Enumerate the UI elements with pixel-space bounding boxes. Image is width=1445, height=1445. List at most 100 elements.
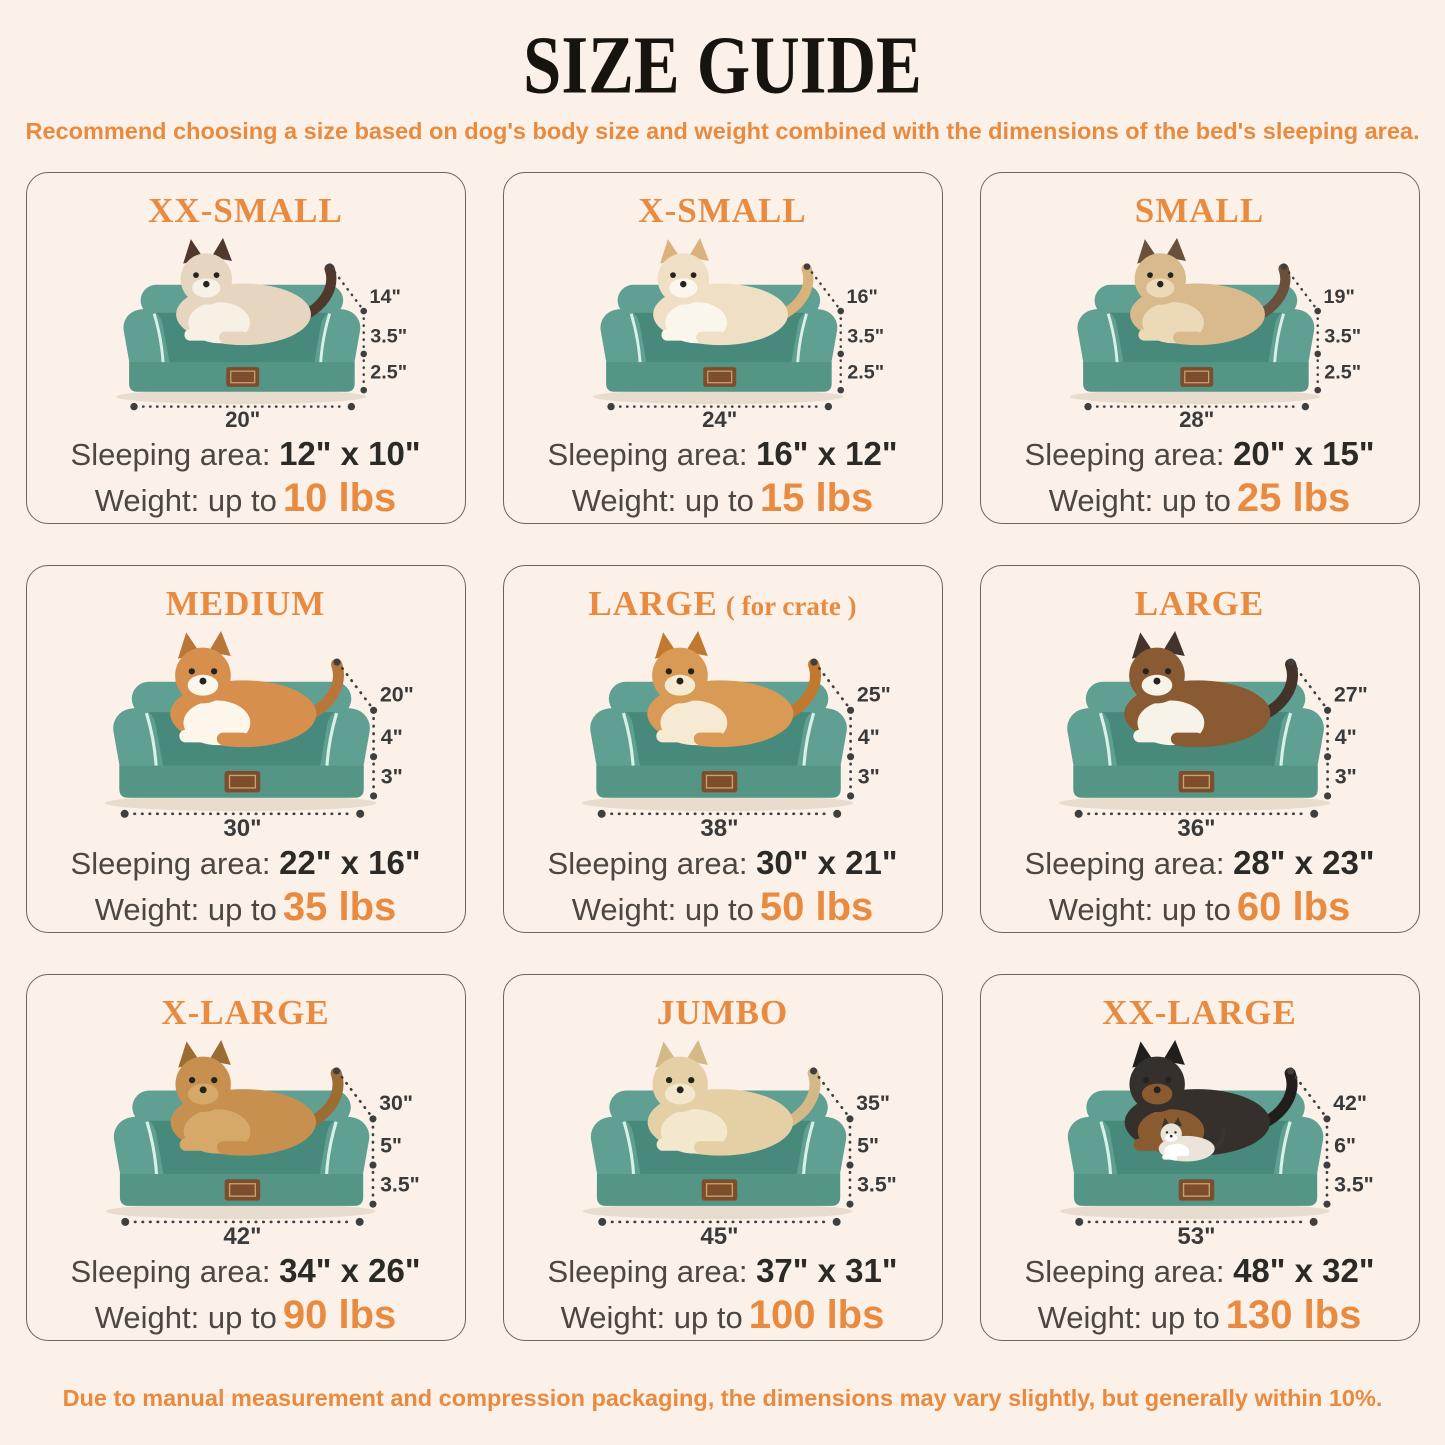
page-title: SIZE GUIDE	[523, 18, 922, 111]
weight-line: Weight: up to 100 lbs	[561, 1293, 885, 1340]
dim-label-width: 20"	[225, 407, 260, 428]
bed-illustration-rottweiler: 42" 6" 3.5" 53"	[987, 1039, 1374, 1245]
bed-illustration-corgi: 20" 4" 3" 30"	[33, 630, 413, 837]
dim-label-upper: 4"	[1334, 725, 1356, 749]
size-card-large-for-crate: LARGE( for crate ) 25" 4" 3" 38" Sleepin…	[502, 565, 943, 933]
size-title: X-LARGE	[161, 993, 329, 1035]
bed-illustration-puppy: 16" 3.5" 2.5" 24"	[510, 237, 884, 428]
dim-label-diagonal: 30"	[379, 1091, 413, 1115]
sleeping-area-line: Sleeping area: 22" x 16"	[71, 844, 421, 883]
size-title: XX-LARGE	[1102, 993, 1297, 1035]
dim-label-diagonal: 16"	[846, 286, 877, 308]
bed-illustration-shiba: 25" 4" 3" 38"	[510, 630, 890, 837]
sleeping-area-line: Sleeping area: 48" x 32"	[1025, 1252, 1375, 1291]
sleeping-area-line: Sleeping area: 34" x 26"	[71, 1252, 421, 1291]
dim-label-lower: 3.5"	[380, 1173, 420, 1197]
sleeping-area-label: Sleeping area:	[547, 437, 748, 472]
weight-label: Weight: up to	[560, 1300, 743, 1335]
size-card-medium: MEDIUM 20" 4" 3" 30" Sleeping area: 22" …	[25, 565, 466, 933]
weight-label: Weight: up to	[94, 892, 277, 927]
weight-value: 35 lbs	[282, 885, 397, 929]
size-grid: XX-SMALL 14" 3.5" 2.5" 20" Sleeping area…	[0, 172, 1445, 1341]
dim-label-lower: 2.5"	[1324, 362, 1361, 384]
sleeping-area-line: Sleeping area: 30" x 21"	[548, 844, 898, 883]
weight-value: 10 lbs	[282, 476, 397, 520]
size-title-text: SMALL	[1134, 191, 1265, 230]
dim-label-width: 30"	[223, 815, 261, 837]
dim-label-diagonal: 25"	[856, 682, 890, 706]
weight-value: 130 lbs	[1225, 1293, 1362, 1337]
dim-label-lower: 3"	[380, 764, 402, 788]
size-card-xx-large: XX-LARGE 42" 6" 3.5" 53" Sleeping area: …	[979, 974, 1420, 1341]
dim-label-upper: 4"	[380, 725, 402, 749]
dim-label-upper: 5"	[380, 1134, 402, 1158]
weight-line: Weight: up to 15 lbs	[572, 476, 874, 523]
dim-label-diagonal: 14"	[369, 286, 400, 308]
dim-label-diagonal: 27"	[1333, 682, 1367, 706]
sleeping-area-line: Sleeping area: 20" x 15"	[1025, 435, 1375, 474]
sleeping-area-value: 37" x 31"	[756, 1252, 898, 1289]
sleeping-area-line: Sleeping area: 37" x 31"	[548, 1252, 898, 1291]
weight-label: Weight: up to	[94, 483, 277, 518]
dim-label-lower: 3"	[857, 764, 879, 788]
bed-illustration-labrador: 35" 5" 3.5" 45"	[510, 1039, 897, 1245]
size-title-text: X-LARGE	[161, 993, 330, 1032]
weight-line: Weight: up to 35 lbs	[95, 885, 397, 932]
dim-label-width: 38"	[700, 815, 738, 837]
sleeping-area-value: 16" x 12"	[756, 435, 898, 472]
sleeping-area-line: Sleeping area: 16" x 12"	[548, 435, 898, 474]
sleeping-area-label: Sleeping area:	[70, 846, 271, 881]
sleeping-area-label: Sleeping area:	[70, 437, 271, 472]
size-title-text: LARGE	[588, 584, 718, 623]
dim-label-width: 28"	[1179, 407, 1214, 428]
size-title: LARGE	[1135, 584, 1264, 626]
bed-illustration-border-collie: 27" 4" 3" 36"	[987, 630, 1367, 837]
weight-line: Weight: up to 60 lbs	[1049, 885, 1351, 932]
dim-label-lower: 3.5"	[857, 1173, 897, 1197]
weight-line: Weight: up to 10 lbs	[95, 476, 397, 523]
weight-value: 25 lbs	[1236, 476, 1351, 520]
size-title: MEDIUM	[166, 584, 326, 626]
sleeping-area-value: 30" x 21"	[756, 844, 898, 881]
sleeping-area-line: Sleeping area: 28" x 23"	[1025, 844, 1375, 883]
weight-label: Weight: up to	[1037, 1300, 1220, 1335]
weight-label: Weight: up to	[94, 1300, 277, 1335]
sleeping-area-value: 22" x 16"	[279, 844, 421, 881]
size-title: X-SMALL	[638, 191, 806, 233]
size-title-text: XX-LARGE	[1102, 993, 1297, 1032]
weight-label: Weight: up to	[571, 892, 754, 927]
size-title-text: JUMBO	[656, 993, 789, 1032]
size-card-small: SMALL 19" 3.5" 2.5" 28" Sleeping area: 2…	[979, 172, 1420, 524]
dim-label-lower: 2.5"	[847, 362, 884, 384]
sleeping-area-value: 48" x 32"	[1233, 1252, 1375, 1289]
size-title-suffix: ( for crate )	[725, 591, 857, 621]
dim-label-diagonal: 35"	[856, 1091, 890, 1115]
weight-line: Weight: up to 25 lbs	[1049, 476, 1351, 523]
sleeping-area-label: Sleeping area:	[70, 1254, 271, 1289]
dim-label-width: 45"	[700, 1223, 738, 1245]
size-card-x-large: X-LARGE 30" 5" 3.5" 42" Sleeping area: 3…	[25, 974, 466, 1341]
dim-label-upper: 3.5"	[370, 325, 407, 347]
page-header: SIZE GUIDE Recommend choosing a size bas…	[0, 0, 1445, 146]
size-title-text: LARGE	[1134, 584, 1265, 623]
size-title: LARGE( for crate )	[588, 584, 856, 626]
weight-value: 90 lbs	[282, 1293, 397, 1337]
weight-line: Weight: up to 130 lbs	[1038, 1293, 1362, 1340]
sleeping-area-label: Sleeping area:	[547, 1254, 748, 1289]
dim-label-width: 53"	[1177, 1223, 1215, 1245]
dim-label-lower: 3.5"	[1334, 1173, 1374, 1197]
weight-label: Weight: up to	[1048, 483, 1231, 518]
sleeping-area-label: Sleeping area:	[1024, 437, 1225, 472]
size-card-xx-small: XX-SMALL 14" 3.5" 2.5" 20" Sleeping area…	[25, 172, 466, 524]
size-title-text: X-SMALL	[638, 191, 807, 230]
weight-label: Weight: up to	[1048, 892, 1231, 927]
dim-label-diagonal: 42"	[1333, 1091, 1367, 1115]
sleeping-area-value: 12" x 10"	[279, 435, 421, 472]
weight-value: 50 lbs	[759, 885, 874, 929]
footer-note: Due to manual measurement and compressio…	[62, 1385, 1383, 1411]
size-title: SMALL	[1135, 191, 1264, 233]
dim-label-upper: 3.5"	[847, 325, 884, 347]
dim-label-width: 24"	[702, 407, 737, 428]
weight-label: Weight: up to	[571, 483, 754, 518]
bed-illustration-cat: 14" 3.5" 2.5" 20"	[33, 237, 407, 428]
